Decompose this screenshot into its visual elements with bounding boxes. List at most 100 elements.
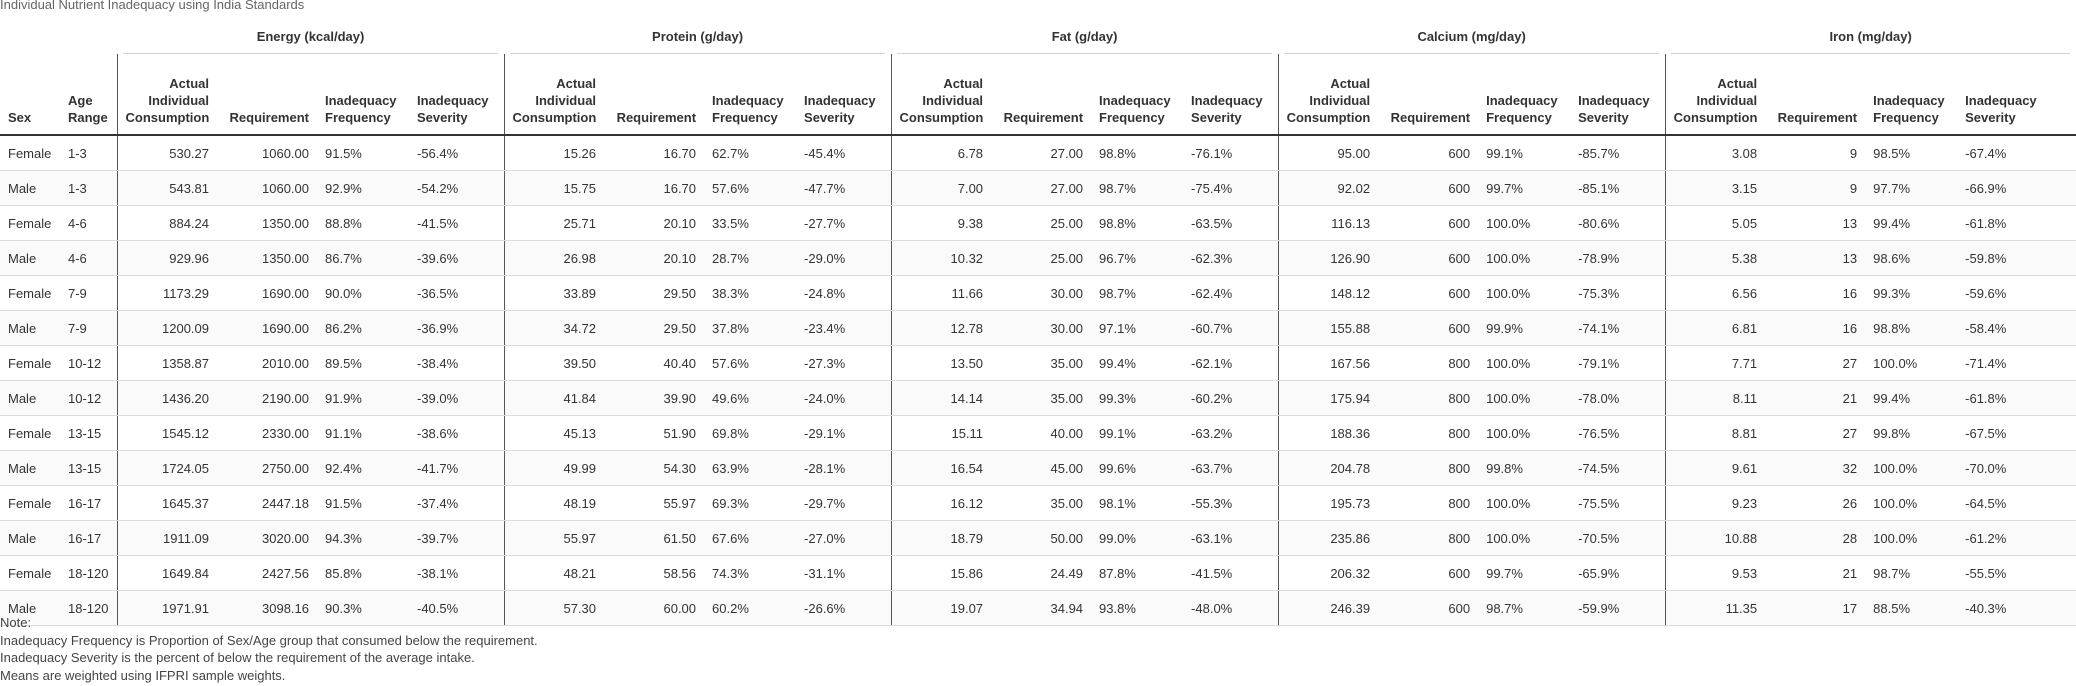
cell-inadequacy-severity: -38.6% <box>409 415 505 451</box>
cell-sex: Male <box>0 380 60 416</box>
cell-actual-consumption: 9.61 <box>1664 450 1766 486</box>
cell-inadequacy-frequency: 99.3% <box>1865 275 1958 311</box>
cell-inadequacy-frequency: 100.0% <box>1478 240 1571 276</box>
cell-inadequacy-severity: -71.4% <box>1957 345 2076 381</box>
table-row: Female 18-120 1649.84 2427.56 85.8% -38.1% 48.… <box>0 555 2076 591</box>
note-frequency: Inadequacy Frequency is Proportion of Se… <box>0 632 538 648</box>
cell-requirement: 35.00 <box>991 345 1092 381</box>
cell-inadequacy-frequency: 89.5% <box>317 345 409 381</box>
cell-actual-consumption: 235.86 <box>1277 520 1379 556</box>
cell-requirement: 55.97 <box>604 485 705 521</box>
table-row: Female 16-17 1645.37 2447.18 91.5% -37.4% 48.1… <box>0 485 2076 521</box>
group-header-row: Energy (kcal/day) Protein (g/day) Fat (g… <box>0 20 2076 54</box>
cell-requirement: 58.56 <box>604 555 705 591</box>
cell-inadequacy-severity: -55.3% <box>1183 485 1279 521</box>
cell-actual-consumption: 929.96 <box>116 240 217 276</box>
cell-inadequacy-frequency: 98.5% <box>1865 135 1958 171</box>
cell-inadequacy-severity: -29.7% <box>796 485 892 521</box>
cell-requirement: 800 <box>1378 520 1479 556</box>
cell-actual-consumption: 14.14 <box>890 380 992 416</box>
cell-actual-consumption: 1545.12 <box>116 415 217 451</box>
cell-requirement: 35.00 <box>991 485 1092 521</box>
column-header-row: Sex Age Range Actual Individual Consumpt… <box>0 54 2076 136</box>
cell-inadequacy-frequency: 97.1% <box>1091 310 1184 346</box>
cell-age-range: 16-17 <box>60 485 117 521</box>
cell-actual-consumption: 204.78 <box>1277 450 1379 486</box>
cell-inadequacy-severity: -66.9% <box>1957 170 2076 206</box>
table-row: Male 1-3 543.81 1060.00 92.9% -54.2% 15.75 16.7… <box>0 170 2076 206</box>
cell-inadequacy-severity: -61.8% <box>1957 205 2076 241</box>
table-row: Female 13-15 1545.12 2330.00 91.1% -38.6% 45.1… <box>0 415 2076 451</box>
cell-inadequacy-severity: -75.3% <box>1570 275 1666 311</box>
cell-requirement: 25.00 <box>991 240 1092 276</box>
col-header-inadequacy-severity: Inadequacy Severity <box>1570 54 1666 136</box>
cell-actual-consumption: 1649.84 <box>116 555 217 591</box>
cell-actual-consumption: 39.50 <box>503 345 605 381</box>
cell-inadequacy-severity: -78.9% <box>1570 240 1666 276</box>
cell-sex: Female <box>0 415 60 451</box>
cell-requirement: 27 <box>1765 415 1866 451</box>
cell-requirement: 30.00 <box>991 275 1092 311</box>
cell-requirement: 9 <box>1765 170 1866 206</box>
cell-actual-consumption: 1358.87 <box>116 345 217 381</box>
cell-inadequacy-frequency: 100.0% <box>1865 520 1958 556</box>
spanner-empty <box>0 20 117 54</box>
cell-inadequacy-frequency: 100.0% <box>1478 275 1571 311</box>
cell-inadequacy-frequency: 99.3% <box>1091 380 1184 416</box>
cell-actual-consumption: 1645.37 <box>116 485 217 521</box>
cell-inadequacy-severity: -74.5% <box>1570 450 1666 486</box>
cell-inadequacy-frequency: 88.5% <box>1865 590 1958 626</box>
cell-inadequacy-severity: -39.0% <box>409 380 505 416</box>
cell-inadequacy-frequency: 91.5% <box>317 485 409 521</box>
cell-actual-consumption: 206.32 <box>1277 555 1379 591</box>
cell-inadequacy-severity: -63.1% <box>1183 520 1279 556</box>
cell-requirement: 600 <box>1378 135 1479 171</box>
col-header-requirement: Requirement <box>604 54 705 136</box>
cell-inadequacy-frequency: 99.9% <box>1478 310 1571 346</box>
cell-inadequacy-severity: -39.7% <box>409 520 505 556</box>
cell-inadequacy-severity: -23.4% <box>796 310 892 346</box>
cell-inadequacy-severity: -27.0% <box>796 520 892 556</box>
col-header-inadequacy-severity: Inadequacy Severity <box>1957 54 2076 136</box>
cell-age-range: 18-120 <box>60 555 117 591</box>
cell-inadequacy-frequency: 90.3% <box>317 590 409 626</box>
cell-inadequacy-severity: -54.2% <box>409 170 505 206</box>
col-header-age-range: Age Range <box>60 54 117 136</box>
cell-actual-consumption: 34.72 <box>503 310 605 346</box>
cell-inadequacy-frequency: 99.4% <box>1865 380 1958 416</box>
cell-actual-consumption: 49.99 <box>503 450 605 486</box>
cell-inadequacy-frequency: 69.8% <box>704 415 797 451</box>
table-body: Female 1-3 530.27 1060.00 91.5% -56.4% 15.26 16… <box>0 135 2076 626</box>
cell-requirement: 2330.00 <box>217 415 317 451</box>
cell-actual-consumption: 126.90 <box>1277 240 1379 276</box>
cell-requirement: 40.40 <box>604 345 705 381</box>
cell-sex: Female <box>0 135 60 171</box>
table-header: Energy (kcal/day) Protein (g/day) Fat (g… <box>0 20 2076 136</box>
cell-requirement: 600 <box>1378 170 1479 206</box>
col-header-requirement: Requirement <box>1378 54 1479 136</box>
cell-requirement: 45.00 <box>991 450 1092 486</box>
cell-requirement: 3098.16 <box>217 590 317 626</box>
cell-requirement: 1060.00 <box>217 170 317 206</box>
cell-actual-consumption: 155.88 <box>1277 310 1379 346</box>
note-severity: Inadequacy Severity is the percent of be… <box>0 650 475 665</box>
cell-actual-consumption: 148.12 <box>1277 275 1379 311</box>
group-header-protein: Protein (g/day) <box>504 20 891 54</box>
cell-inadequacy-frequency: 99.1% <box>1091 415 1184 451</box>
cell-actual-consumption: 9.38 <box>890 205 992 241</box>
cell-inadequacy-severity: -80.6% <box>1570 205 1666 241</box>
cell-actual-consumption: 95.00 <box>1277 135 1379 171</box>
cell-age-range: 7-9 <box>60 275 117 311</box>
cell-requirement: 29.50 <box>604 310 705 346</box>
cell-actual-consumption: 57.30 <box>503 590 605 626</box>
cell-inadequacy-severity: -60.2% <box>1183 380 1279 416</box>
cell-requirement: 20.10 <box>604 205 705 241</box>
cell-inadequacy-frequency: 100.0% <box>1865 345 1958 381</box>
cell-requirement: 1690.00 <box>217 275 317 311</box>
cell-inadequacy-severity: -74.1% <box>1570 310 1666 346</box>
cell-requirement: 2010.00 <box>217 345 317 381</box>
table-row: Female 10-12 1358.87 2010.00 89.5% -38.4% 39.5… <box>0 345 2076 381</box>
cell-inadequacy-frequency: 98.7% <box>1478 590 1571 626</box>
cell-inadequacy-severity: -24.8% <box>796 275 892 311</box>
cell-actual-consumption: 16.12 <box>890 485 992 521</box>
